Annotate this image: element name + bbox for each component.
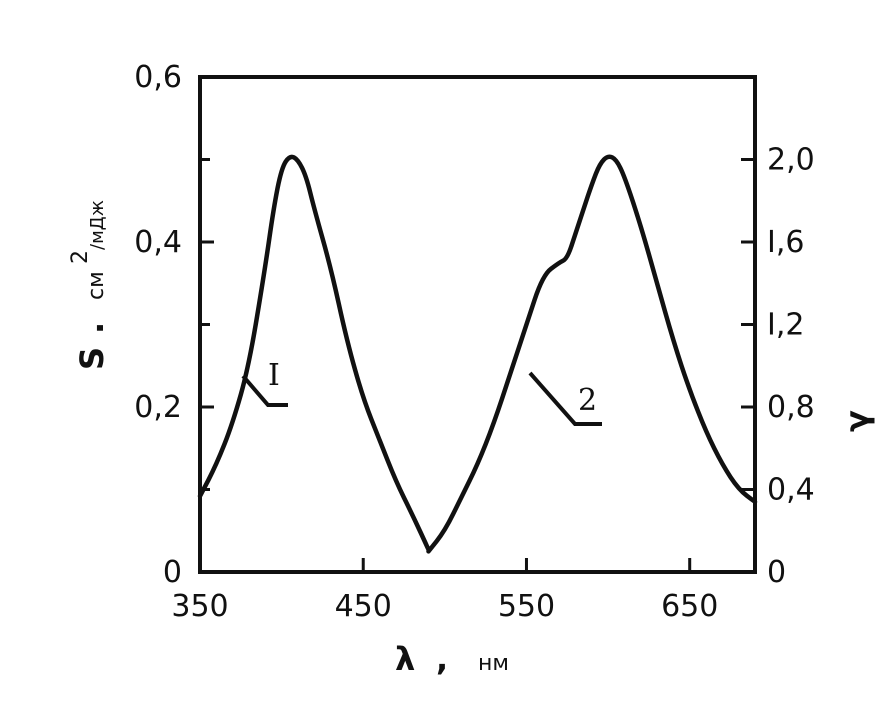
y-left-axis-label: S . см 2 /мДж (68, 200, 111, 370)
x-axis-separator: , (436, 640, 448, 678)
tick-marks (198, 75, 755, 574)
x-tick-label: 550 (498, 589, 555, 624)
x-axis-label: λ , нм (395, 640, 509, 678)
y-left-tick-label: 0,6 (134, 60, 182, 95)
y-left-separator: . (73, 322, 111, 334)
x-tick-label: 450 (335, 589, 392, 624)
y-right-tick-label: I,6 (767, 225, 804, 260)
plot-border (198, 75, 757, 574)
x-axis-unit: нм (478, 651, 509, 676)
plot-frame (198, 75, 757, 574)
y-right-axis-label: γ (838, 410, 876, 432)
y-left-unit-exp: 2 (68, 250, 93, 264)
curve-2-label: 2 (578, 383, 597, 418)
x-axis-symbol: λ (395, 640, 415, 678)
y-left-tick-label: 0 (163, 555, 182, 590)
series-line-2 (426, 154, 758, 554)
y-left-tick-label: 0,2 (134, 390, 182, 425)
series-line-1 (197, 154, 431, 552)
y-right-tick-label: I,2 (767, 308, 804, 343)
y-right-tick-label: 0,8 (767, 390, 815, 425)
curve-2-leader-line (528, 371, 602, 426)
y-right-tick-label: 0 (767, 555, 786, 590)
curve-label-group-1: I (241, 358, 288, 407)
y-left-unit-base: см (84, 271, 109, 300)
y-right-tick-label: 2,0 (767, 143, 815, 178)
curve-1-leader-line (241, 374, 288, 407)
y-left-unit-den: /мДж (87, 200, 108, 250)
y-right-symbol: γ (838, 410, 876, 432)
curve-1-label: I (268, 358, 280, 393)
y-left-symbol: S (73, 347, 111, 370)
y-right-tick-label: 0,4 (767, 473, 815, 508)
x-tick-label: 650 (661, 589, 718, 624)
y-left-tick-label: 0,4 (134, 225, 182, 260)
curve-label-group-2: 2 (528, 371, 602, 426)
series-group (197, 154, 758, 554)
tick-labels: 350 450 550 650 0 0,2 0,4 0,6 0 0,4 0,8 I,2 I,6 2,0 (134, 60, 814, 624)
x-tick-label: 350 (171, 589, 228, 624)
